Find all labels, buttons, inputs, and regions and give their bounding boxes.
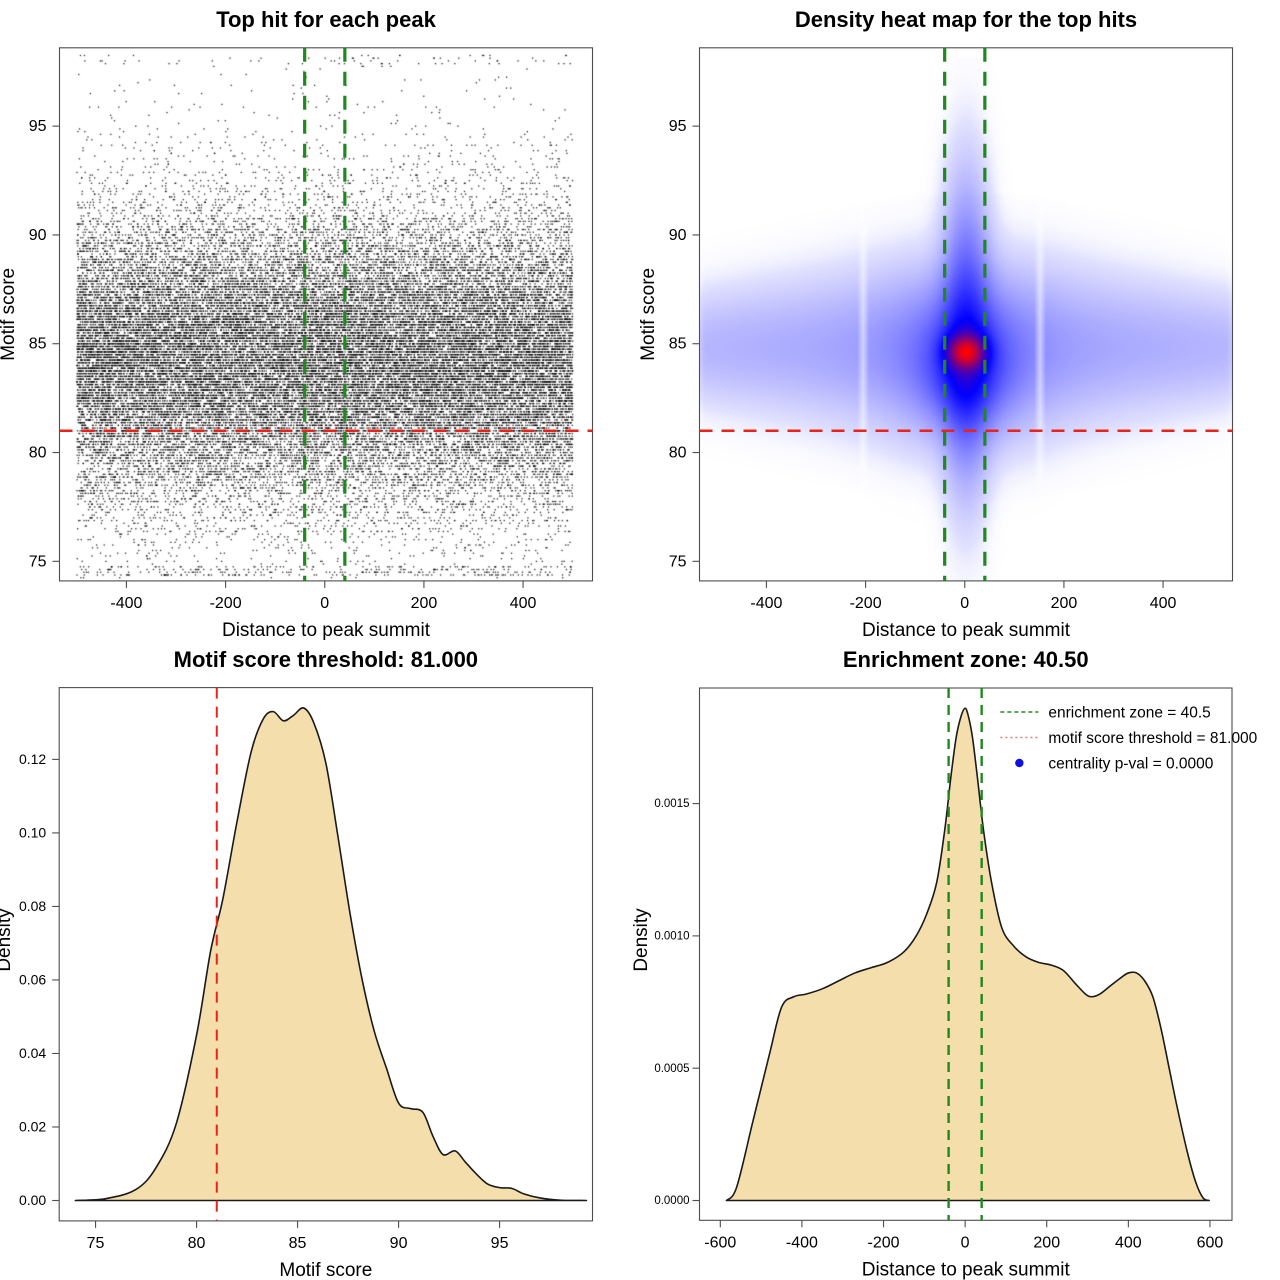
svg-text:Density: Density: [0, 908, 15, 972]
svg-text:200: 200: [1051, 595, 1078, 612]
svg-text:Motif score: Motif score: [638, 268, 659, 361]
svg-text:600: 600: [1197, 1234, 1224, 1251]
svg-text:-600: -600: [704, 1234, 736, 1251]
svg-text:400: 400: [510, 595, 537, 612]
svg-text:90: 90: [29, 227, 47, 244]
svg-text:Top hit for each peak: Top hit for each peak: [216, 7, 436, 32]
svg-text:0: 0: [961, 1234, 970, 1251]
svg-text:85: 85: [29, 336, 47, 353]
svg-text:80: 80: [669, 445, 687, 462]
svg-text:Density: Density: [631, 908, 652, 972]
svg-text:200: 200: [411, 595, 438, 612]
svg-text:0: 0: [320, 595, 329, 612]
svg-text:-200: -200: [210, 595, 242, 612]
svg-text:75: 75: [29, 553, 47, 570]
svg-text:85: 85: [669, 336, 687, 353]
svg-text:Motif score threshold: 81.000: Motif score threshold: 81.000: [174, 647, 478, 672]
svg-text:90: 90: [390, 1235, 408, 1252]
svg-text:Motif score: Motif score: [279, 1260, 372, 1280]
svg-text:-400: -400: [786, 1234, 818, 1251]
svg-text:0.00: 0.00: [19, 1192, 46, 1208]
svg-text:-200: -200: [868, 1234, 900, 1251]
svg-text:Density heat map for the top h: Density heat map for the top hits: [795, 7, 1137, 32]
svg-text:0: 0: [960, 595, 969, 612]
svg-text:-200: -200: [850, 595, 882, 612]
svg-text:75: 75: [669, 553, 687, 570]
svg-text:75: 75: [87, 1235, 105, 1252]
svg-text:Distance to peak summit: Distance to peak summit: [862, 1259, 1071, 1280]
svg-text:80: 80: [29, 445, 47, 462]
svg-text:0.06: 0.06: [19, 971, 46, 987]
svg-text:enrichment zone = 40.5: enrichment zone = 40.5: [1048, 705, 1210, 722]
svg-text:Motif score: Motif score: [0, 268, 19, 361]
svg-text:0.0005: 0.0005: [654, 1063, 689, 1075]
svg-text:400: 400: [1150, 595, 1177, 612]
svg-text:0.04: 0.04: [19, 1045, 46, 1061]
svg-text:motif score threshold = 81.000: motif score threshold = 81.000: [1048, 730, 1257, 747]
svg-text:95: 95: [491, 1235, 509, 1252]
svg-text:0.10: 0.10: [19, 824, 46, 840]
svg-text:85: 85: [289, 1235, 307, 1252]
svg-text:-400: -400: [750, 595, 782, 612]
svg-text:Enrichment zone: 40.50: Enrichment zone: 40.50: [843, 647, 1089, 672]
svg-text:80: 80: [188, 1235, 206, 1252]
svg-text:95: 95: [29, 118, 47, 135]
svg-text:0.0015: 0.0015: [654, 798, 689, 810]
svg-text:0.02: 0.02: [19, 1118, 46, 1134]
svg-text:90: 90: [669, 227, 687, 244]
svg-text:0.12: 0.12: [19, 751, 46, 767]
svg-text:centrality p-val = 0.0000: centrality p-val = 0.0000: [1048, 756, 1213, 773]
svg-text:400: 400: [1115, 1234, 1142, 1251]
svg-text:0.08: 0.08: [19, 898, 46, 914]
svg-text:0.0000: 0.0000: [654, 1195, 689, 1207]
svg-text:-400: -400: [110, 595, 142, 612]
svg-text:95: 95: [669, 118, 687, 135]
svg-text:Distance to peak summit: Distance to peak summit: [222, 620, 431, 641]
svg-text:200: 200: [1033, 1234, 1060, 1251]
svg-text:Distance to peak summit: Distance to peak summit: [862, 620, 1071, 641]
svg-text:0.0010: 0.0010: [654, 931, 689, 943]
